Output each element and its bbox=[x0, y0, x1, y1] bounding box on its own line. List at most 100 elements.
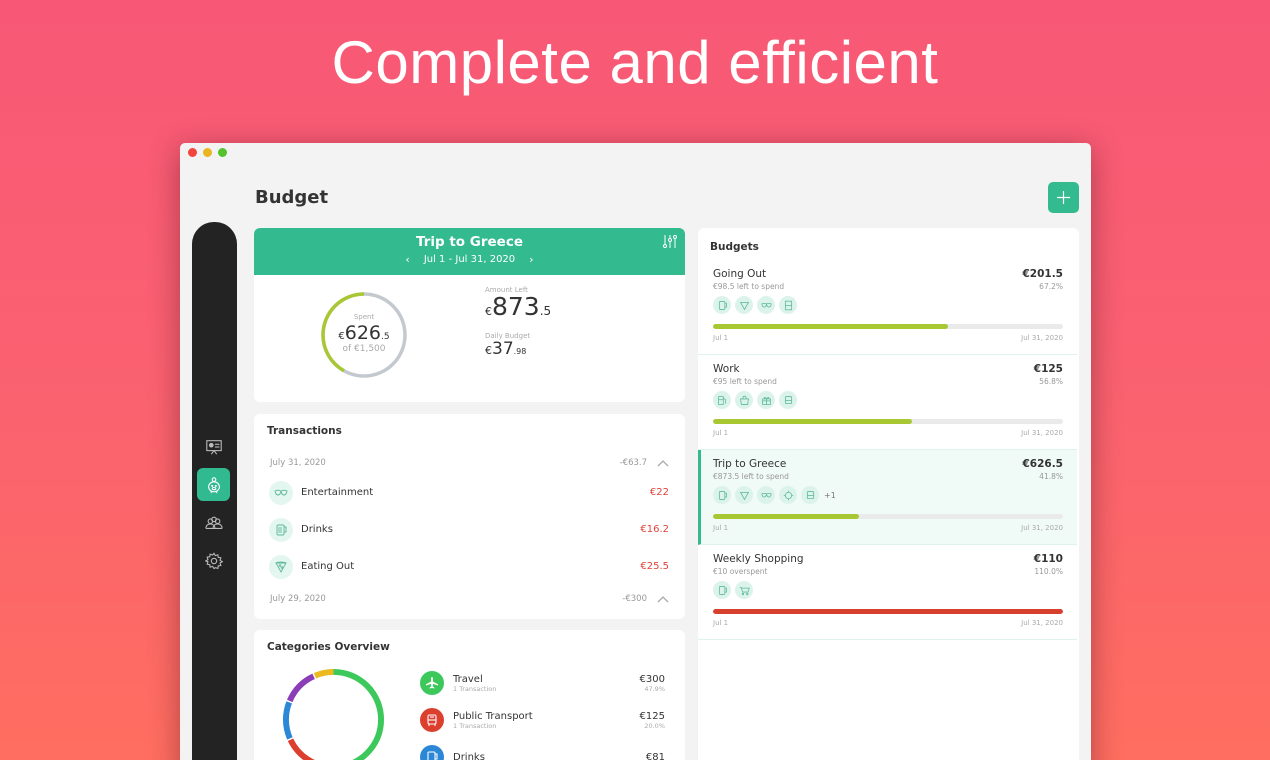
categories-donut-chart bbox=[282, 668, 385, 760]
close-window-button[interactable] bbox=[188, 148, 197, 157]
previous-period-button[interactable]: ‹ bbox=[405, 253, 410, 266]
summary-title: Trip to Greece bbox=[415, 234, 523, 250]
budget-name: Trip to Greece bbox=[713, 458, 787, 470]
next-period-button[interactable]: › bbox=[529, 253, 534, 266]
budget-remaining: €10 overspent bbox=[713, 567, 768, 576]
bag-icon bbox=[739, 395, 749, 405]
budget-start-date: Jul 1 bbox=[713, 524, 729, 532]
transaction-row[interactable]: Eating Out €25.5 bbox=[269, 554, 669, 579]
piggy-bank-icon bbox=[207, 476, 220, 493]
spent-of-total: of €1,500 bbox=[342, 344, 386, 354]
transaction-group-header[interactable]: July 29, 2020 -€300 bbox=[270, 594, 669, 604]
fuel-icon bbox=[717, 395, 726, 405]
add-budget-button[interactable] bbox=[1048, 182, 1079, 213]
transaction-category: Drinks bbox=[301, 524, 333, 535]
budget-category-icons bbox=[713, 581, 1063, 599]
sidebar bbox=[192, 222, 237, 760]
budget-item-trip-to-greece[interactable]: Trip to Greece €626.5 €873.5 left to spen… bbox=[698, 450, 1077, 545]
categories-title: Categories Overview bbox=[267, 641, 390, 653]
budget-summary-card: Trip to Greece ‹ Jul 1 - Jul 31, 2020 › … bbox=[254, 228, 685, 402]
sidebar-item-budget[interactable] bbox=[197, 468, 230, 501]
category-percent: 20.0% bbox=[644, 721, 665, 730]
pizza-icon bbox=[739, 491, 749, 500]
bus-icon bbox=[806, 490, 814, 499]
masks-icon bbox=[760, 302, 772, 307]
budgets-panel: Budgets Going Out €201.5 €98.5 left to sp… bbox=[698, 228, 1079, 760]
plus-icon bbox=[1057, 191, 1070, 204]
budget-name: Work bbox=[713, 363, 740, 375]
transactions-title: Transactions bbox=[267, 425, 342, 437]
budget-percent: 56.8% bbox=[1039, 377, 1063, 386]
budget-category-icons bbox=[713, 296, 1063, 314]
group-total: -€300 bbox=[622, 594, 647, 604]
transaction-row[interactable]: Entertainment €22 bbox=[269, 480, 669, 505]
category-row[interactable]: Travel 1 Transaction €300 47.9% bbox=[420, 670, 665, 696]
sidebar-item-reports[interactable] bbox=[197, 430, 230, 463]
category-percent: 47.9% bbox=[644, 684, 665, 693]
presentation-icon bbox=[205, 439, 222, 455]
amount-left-stat: Amount Left €873.5 bbox=[485, 286, 551, 325]
category-row[interactable]: Public Transport 1 Transaction €125 20.0% bbox=[420, 707, 665, 733]
amount-left-label: Amount Left bbox=[485, 286, 528, 294]
category-amount: €81 bbox=[645, 751, 665, 760]
chevron-up-icon[interactable] bbox=[657, 595, 669, 603]
app-window: Budget Trip to Greece ‹ Jul 1 - Jul 31, … bbox=[180, 143, 1091, 760]
budget-amount: €626.5 bbox=[1022, 458, 1063, 470]
filter-sliders-icon[interactable] bbox=[663, 234, 677, 249]
amount-left-value: €873.5 bbox=[485, 292, 552, 321]
budget-progress-bar bbox=[713, 609, 1063, 614]
spent-value: €626.5 bbox=[338, 322, 390, 344]
bus-icon bbox=[784, 395, 792, 404]
budget-end-date: Jul 31, 2020 bbox=[1021, 334, 1063, 342]
date-range-navigator: ‹ Jul 1 - Jul 31, 2020 › bbox=[254, 253, 685, 266]
transaction-row[interactable]: Drinks €16.2 bbox=[269, 517, 669, 542]
budget-percent: 67.2% bbox=[1039, 282, 1063, 291]
budget-progress-bar bbox=[713, 419, 1063, 424]
budget-remaining: €95 left to spend bbox=[713, 377, 777, 386]
budgets-title: Budgets bbox=[710, 241, 759, 253]
daily-budget-stat: Daily Budget €37.98 bbox=[485, 332, 530, 361]
chevron-up-icon[interactable] bbox=[657, 459, 669, 467]
sidebar-item-shared[interactable] bbox=[197, 506, 230, 539]
masks-icon bbox=[760, 492, 772, 497]
date-range: Jul 1 - Jul 31, 2020 bbox=[423, 254, 516, 265]
category-amount: €300 bbox=[639, 673, 665, 685]
hero-title: Complete and efficient bbox=[331, 29, 939, 96]
daily-budget-value: €37.98 bbox=[485, 339, 527, 359]
category-count: 1 Transaction bbox=[453, 684, 497, 693]
budget-amount: €110 bbox=[1033, 553, 1063, 565]
sidebar-item-settings[interactable] bbox=[197, 544, 230, 577]
maximize-window-button[interactable] bbox=[218, 148, 227, 157]
more-categories-count: +1 bbox=[824, 490, 836, 500]
budget-name: Going Out bbox=[713, 268, 767, 280]
transaction-amount: €25.5 bbox=[640, 561, 669, 572]
budget-progress-bar bbox=[713, 324, 1063, 329]
bus-icon bbox=[427, 714, 437, 726]
pizza-icon bbox=[275, 561, 287, 573]
beer-icon bbox=[427, 751, 438, 760]
category-name: Public Transport bbox=[453, 710, 533, 722]
budget-remaining: €873.5 left to spend bbox=[713, 472, 789, 481]
beer-icon bbox=[718, 490, 727, 500]
daily-budget-label: Daily Budget bbox=[485, 332, 531, 340]
beer-icon bbox=[718, 300, 727, 310]
budget-start-date: Jul 1 bbox=[713, 619, 729, 627]
gear-icon bbox=[204, 551, 223, 569]
film-icon bbox=[784, 300, 792, 310]
minimize-window-button[interactable] bbox=[203, 148, 212, 157]
budget-item-work[interactable]: Work €125 €95 left to spend 56.8% Jul 1 Jul… bbox=[698, 355, 1077, 450]
spent-gauge-text: Spent €626.5 of €1,500 bbox=[319, 290, 409, 380]
category-amount: €125 bbox=[639, 710, 665, 722]
window-controls bbox=[188, 148, 227, 157]
summary-header: Trip to Greece ‹ Jul 1 - Jul 31, 2020 › bbox=[254, 228, 685, 275]
budget-name: Weekly Shopping bbox=[713, 553, 804, 565]
beer-icon bbox=[718, 585, 727, 595]
budget-item-going-out[interactable]: Going Out €201.5 €98.5 left to spend 67.2%… bbox=[698, 260, 1077, 355]
group-date: July 31, 2020 bbox=[270, 458, 326, 468]
budget-amount: €125 bbox=[1033, 363, 1063, 375]
budget-item-weekly-shopping[interactable]: Weekly Shopping €110 €10 overspent 110.0% … bbox=[698, 545, 1077, 640]
category-row[interactable]: Drinks €81 bbox=[420, 744, 665, 760]
transaction-group-header[interactable]: July 31, 2020 -€63.7 bbox=[270, 458, 669, 468]
spent-label: Spent bbox=[353, 313, 375, 321]
budget-end-date: Jul 31, 2020 bbox=[1021, 619, 1063, 627]
